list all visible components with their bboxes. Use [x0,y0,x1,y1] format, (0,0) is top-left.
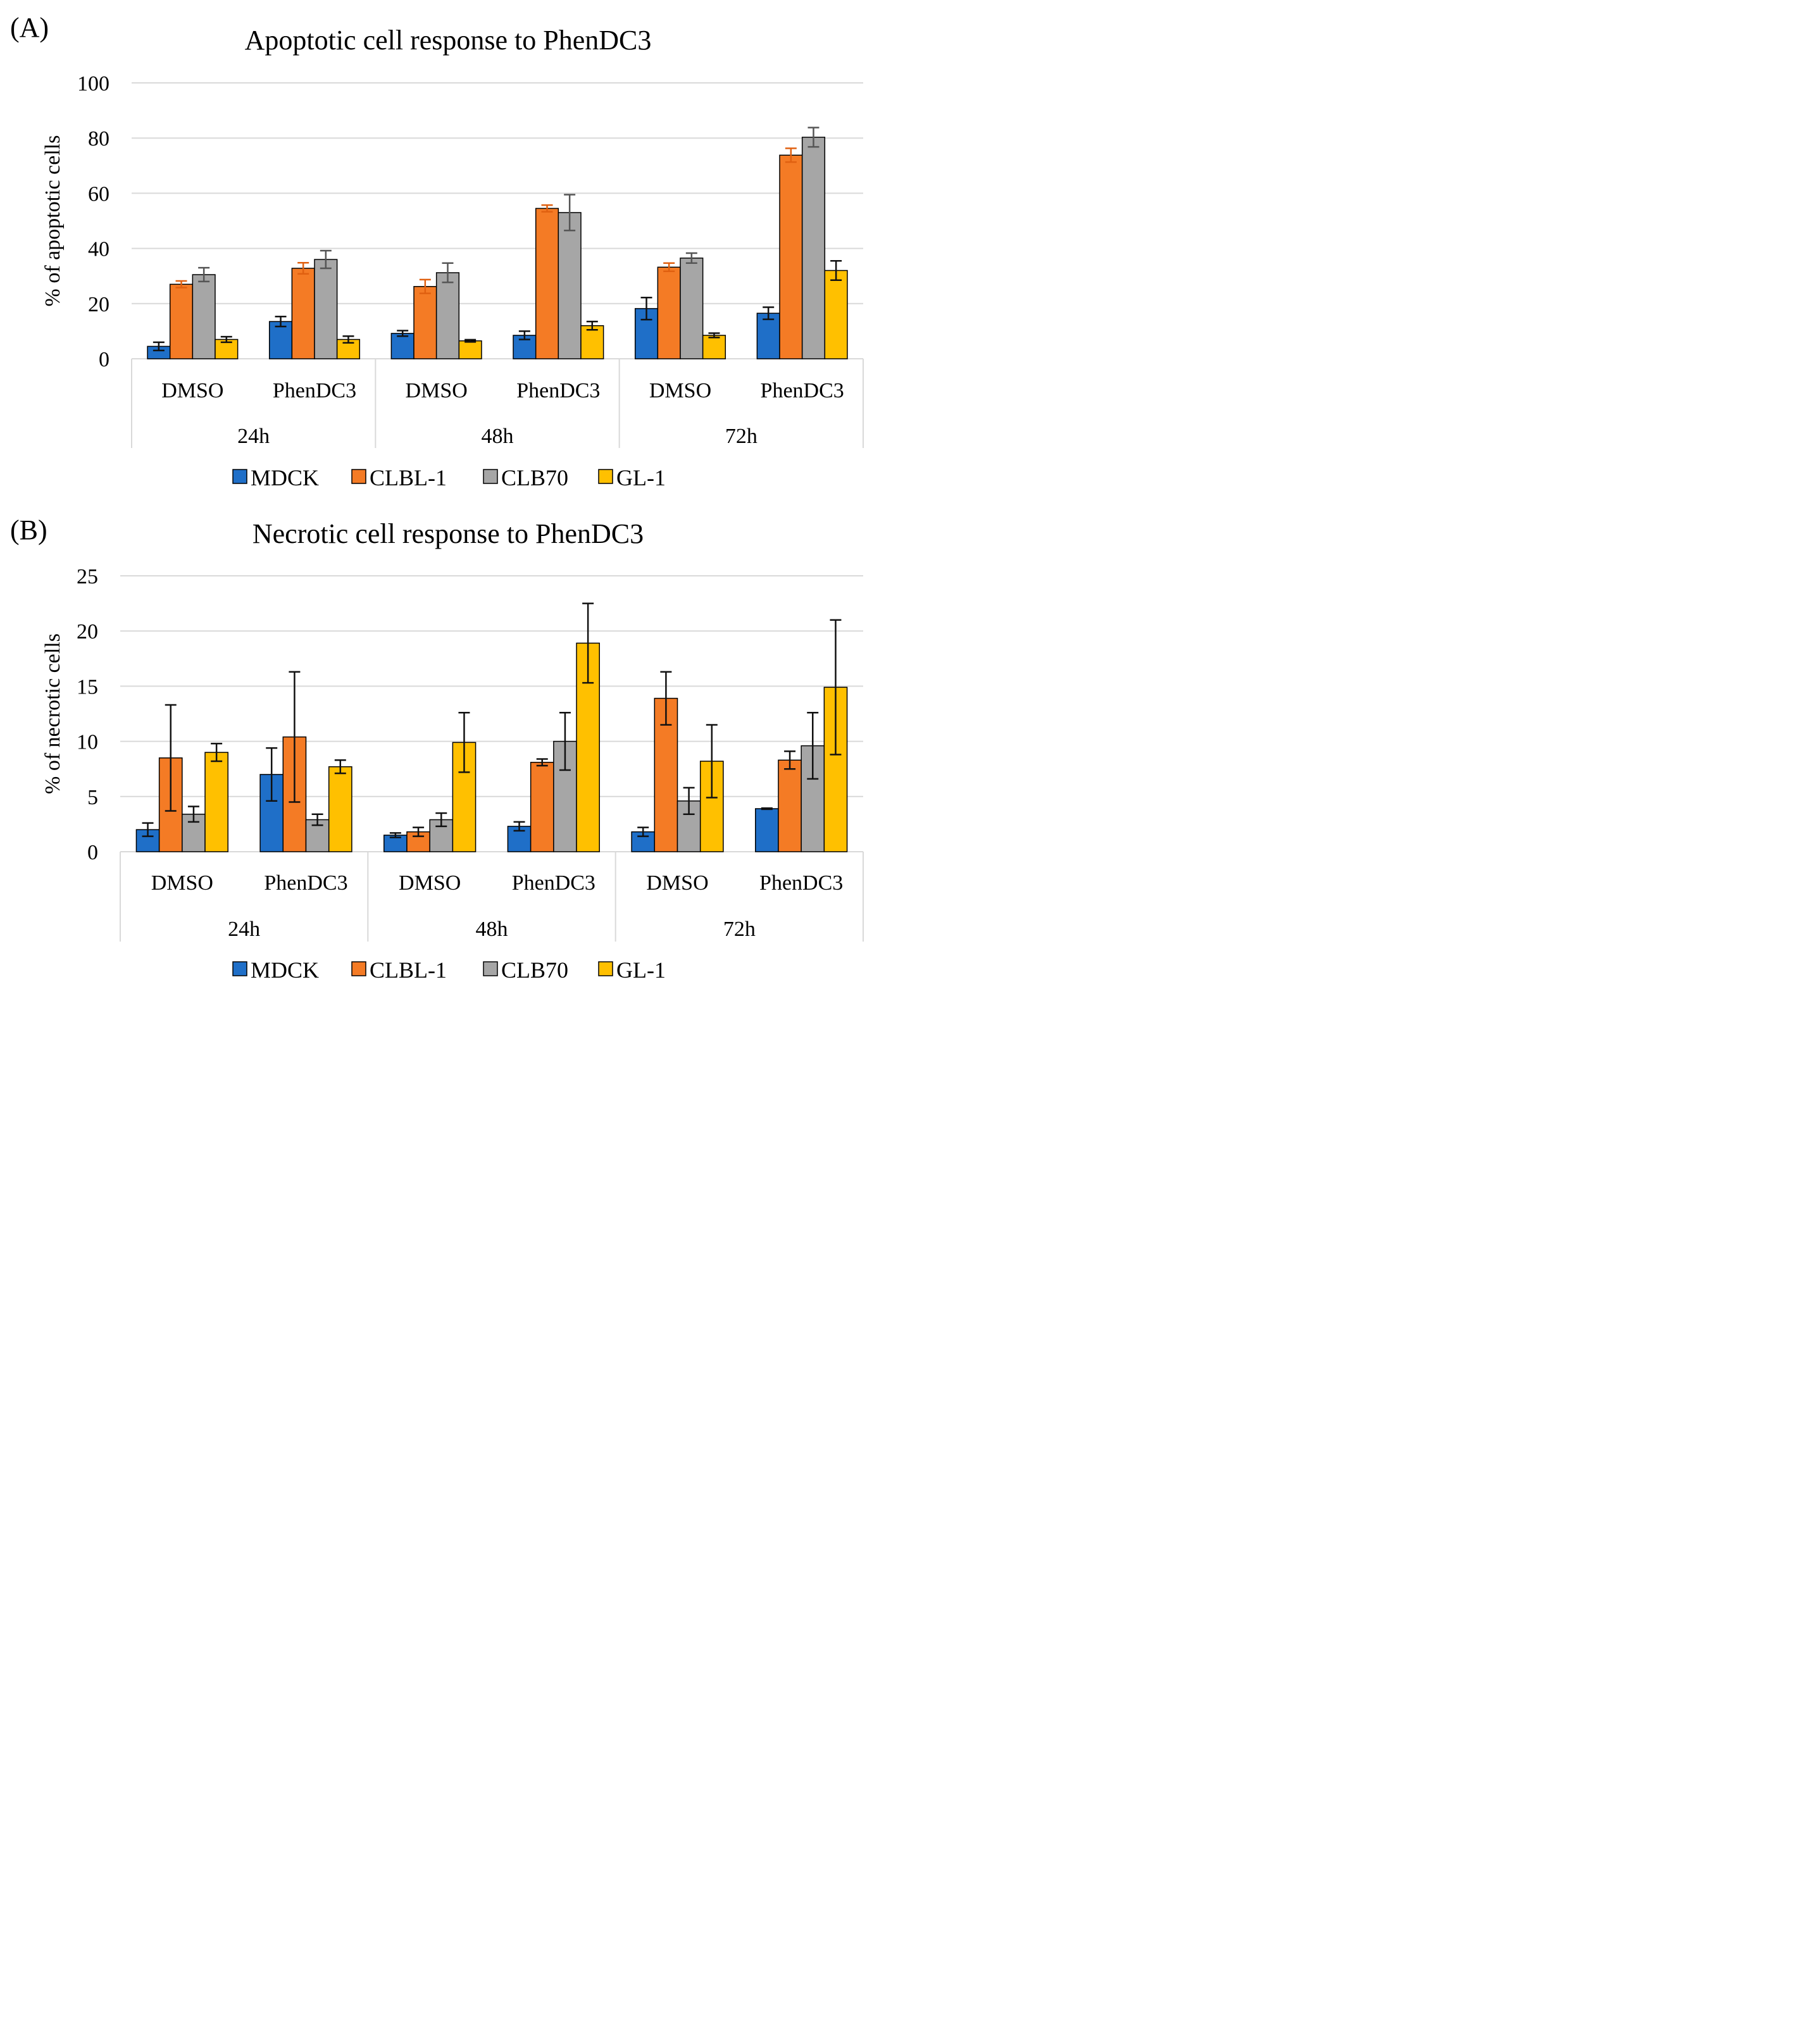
category-label: PhenDC3 [516,379,600,402]
bar-clbl-1 [657,266,681,359]
category-label: PhenDC3 [512,871,595,895]
legend-label: CLBL-1 [370,465,447,490]
y-tick-label: 80 [88,127,109,151]
legend-swatch [232,961,247,976]
bar-clbl-1 [169,283,194,359]
bar-clb70 [680,258,704,359]
y-tick-label: 20 [88,293,109,316]
category-label: PhenDC3 [759,871,843,895]
y-tick-label: 10 [77,731,98,754]
y-tick-label: 60 [88,182,109,206]
category-label: DMSO [406,379,468,402]
category-label: DMSO [649,379,711,402]
panel-label-a: (A) [10,12,49,43]
figure: (A) Apoptotic cell response to PhenDC3 %… [10,12,864,983]
group-label: 72h [723,918,756,941]
plot-area-a: 0 20 40 60 80 100 DMSO PhenDC3 DMSO PhenDC3 DMSO Ph… [77,72,864,448]
legend-label: MDCK [251,957,319,983]
bar-mdck [268,321,293,359]
y-tick-label: 5 [87,786,98,809]
bar-clbl-1 [413,286,437,359]
bar-clb70 [314,259,338,359]
bar-gl-1 [328,766,352,852]
bar-mdck [390,333,414,359]
category-label: PhenDC3 [264,871,347,895]
legend-swatch [351,961,366,976]
bar-clb70 [192,274,216,359]
bar-gl-1 [824,270,848,359]
legend-label: CLBL-1 [370,957,447,983]
bar-clbl-1 [778,759,802,852]
legend-swatch [232,469,247,484]
bar-clb70 [435,272,460,359]
legend-swatch [351,469,366,484]
group-label: 24h [228,918,260,941]
bar-clbl-1 [535,208,559,359]
chart-panel-b: (B) Necrotic cell response to PhenDC3 % … [10,514,864,983]
category-label: PhenDC3 [761,379,844,402]
category-label: PhenDC3 [273,379,356,402]
legend-swatch [483,469,498,484]
bar-gl-1 [458,340,482,359]
category-label: DMSO [161,379,223,402]
legend-label: CLB70 [501,465,568,490]
legend-label: GL-1 [616,465,666,490]
y-axis-label-b: % of necrotic cells [41,633,65,794]
plot-area-b: 0 5 10 15 20 25 DMSO PhenDC3 DMSO PhenDC3 DMSO Phen… [77,565,864,942]
legend-a: MDCK CLBL-1 CLB70 GL-1 [232,465,666,490]
bar-gl-1 [204,752,228,852]
bar-gl-1 [702,335,726,359]
legend-label: MDCK [251,465,319,490]
bar-clbl-1 [530,761,554,852]
group-label: 48h [482,425,514,448]
chart-title-a: Apoptotic cell response to PhenDC3 [245,25,652,56]
y-tick-label: 20 [77,620,98,644]
legend-label: GL-1 [616,957,666,983]
group-label: 24h [237,425,270,448]
y-tick-label: 0 [87,841,98,864]
legend-label: CLB70 [501,957,568,983]
bar-clb70 [558,212,582,359]
bar-gl-1 [580,325,604,359]
y-tick-label: 25 [77,565,98,588]
legend-swatch [598,469,613,484]
chart-title-b: Necrotic cell response to PhenDC3 [252,518,644,549]
category-label: DMSO [646,871,708,895]
legend-swatch [598,961,613,976]
panel-label-b: (B) [10,514,47,545]
category-label: DMSO [399,871,461,895]
category-label: DMSO [151,871,213,895]
y-tick-label: 15 [77,675,98,699]
group-label: 48h [476,918,508,941]
group-label: 72h [725,425,757,448]
y-tick-label: 100 [77,72,109,96]
legend-b: MDCK CLBL-1 CLB70 GL-1 [232,957,666,983]
bar-clbl-1 [779,154,803,359]
bar-mdck [755,808,779,852]
y-tick-label: 0 [99,348,109,371]
legend-swatch [483,961,498,976]
y-tick-label: 40 [88,238,109,261]
bar-clbl-1 [291,268,315,359]
chart-panel-a: (A) Apoptotic cell response to PhenDC3 %… [10,12,864,490]
bar-clb70 [801,137,826,359]
y-axis-label-a: % of apoptotic cells [41,135,65,307]
